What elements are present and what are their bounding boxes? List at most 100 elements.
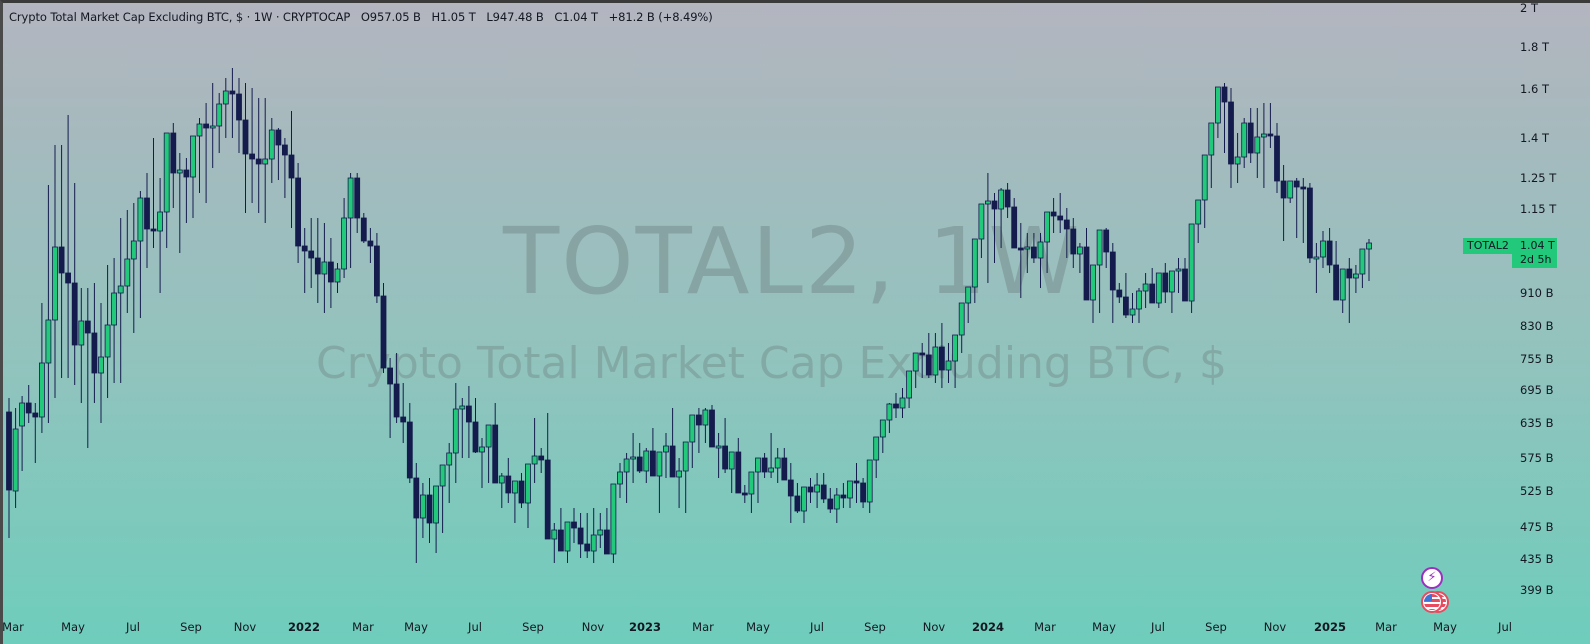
candle <box>1307 183 1313 263</box>
candle <box>163 132 170 248</box>
candle <box>722 418 728 473</box>
time-axis-tick: May <box>1092 620 1116 634</box>
candle <box>669 408 676 478</box>
lightning-event-icon[interactable]: ⚡ <box>1421 567 1443 589</box>
candle <box>71 183 78 385</box>
candle <box>413 463 420 563</box>
candle <box>190 135 196 218</box>
candle <box>137 191 144 318</box>
candle <box>1116 283 1123 303</box>
candle <box>696 408 702 453</box>
candle <box>262 98 269 223</box>
candle <box>682 441 689 513</box>
candle <box>327 238 334 308</box>
candle <box>1215 86 1221 138</box>
candle <box>676 458 682 508</box>
candle <box>584 513 591 558</box>
candle <box>840 483 847 508</box>
candle <box>873 436 880 478</box>
time-axis-tick: Mar <box>1375 620 1397 634</box>
candle <box>12 408 19 508</box>
candle <box>45 185 52 423</box>
candle <box>1169 270 1175 313</box>
time-axis-tick: Sep <box>864 620 886 634</box>
candle <box>1247 108 1254 163</box>
price-axis-tick: 399 B <box>1520 583 1554 597</box>
candle <box>525 463 531 528</box>
price-axis-tick: 475 B <box>1520 520 1554 534</box>
candle <box>209 83 216 168</box>
candle <box>354 173 361 233</box>
price-axis-tick: 525 B <box>1520 484 1554 498</box>
time-axis-tick: 2023 <box>628 620 662 634</box>
candle <box>1011 198 1018 249</box>
candle <box>1293 178 1300 238</box>
candle <box>853 463 860 503</box>
candle <box>531 418 538 483</box>
candle <box>879 419 886 453</box>
candle <box>761 453 768 478</box>
candle <box>1044 211 1050 273</box>
candle <box>597 513 604 548</box>
candle <box>373 233 380 303</box>
candle <box>886 403 893 433</box>
candle <box>807 478 814 503</box>
time-axis-tick: 2022 <box>287 620 321 634</box>
candle <box>945 343 952 383</box>
time-axis-tick: Sep <box>522 620 544 634</box>
candle <box>1070 218 1077 268</box>
candle <box>709 405 715 448</box>
price-axis-tick: 830 B <box>1520 319 1554 333</box>
candle <box>899 388 906 418</box>
candle <box>1313 243 1320 293</box>
price-axis-tick: 435 B <box>1520 552 1554 566</box>
candle <box>748 471 755 513</box>
price-axis-tick: 2 T <box>1520 1 1538 15</box>
candle <box>1267 103 1274 148</box>
candle <box>426 478 433 543</box>
candlestick-plot[interactable] <box>3 3 1590 644</box>
legend-close: C1.04 T <box>554 10 598 24</box>
candle <box>236 78 242 153</box>
candle <box>367 228 374 263</box>
candle <box>6 398 12 538</box>
us-flag-event-icon[interactable] <box>1421 591 1443 613</box>
candle <box>971 238 978 303</box>
candle <box>538 448 545 473</box>
candle <box>1234 133 1241 183</box>
candle <box>111 258 117 383</box>
candle <box>249 88 256 203</box>
candle <box>196 118 203 193</box>
candle <box>1090 264 1096 323</box>
candle <box>781 448 788 481</box>
candle <box>925 333 932 378</box>
candle <box>1346 258 1353 323</box>
candle <box>301 228 308 293</box>
candle <box>419 483 426 538</box>
time-axis-tick: Nov <box>922 620 946 634</box>
candle <box>479 438 485 488</box>
candle <box>1129 293 1136 323</box>
candle <box>446 443 453 503</box>
candle <box>1136 288 1142 323</box>
candle <box>1004 183 1011 218</box>
candle <box>176 153 183 253</box>
candle <box>505 458 512 503</box>
candle <box>630 433 636 483</box>
candle <box>991 193 998 263</box>
candle <box>1326 228 1333 273</box>
candle <box>433 485 440 553</box>
candle <box>571 508 577 543</box>
candle <box>91 283 98 403</box>
candle <box>452 383 459 483</box>
candle <box>1320 231 1326 268</box>
candle <box>485 424 492 483</box>
time-axis-tick: Jul <box>468 620 482 634</box>
candle <box>84 288 91 448</box>
candle <box>492 403 499 484</box>
candle <box>623 453 630 503</box>
candle <box>604 508 610 555</box>
time-axis-tick: Jul <box>1151 620 1165 634</box>
candle <box>610 483 617 563</box>
